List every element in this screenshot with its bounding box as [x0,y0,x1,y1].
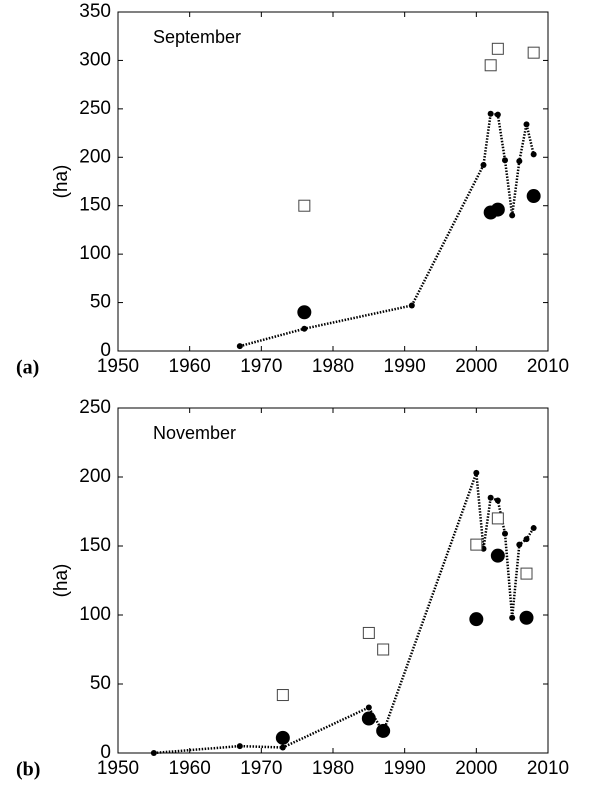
point [527,46,540,59]
point [470,538,483,551]
point [487,110,494,117]
x-tick-label: 1950 [97,758,139,779]
plot-frame [117,407,549,754]
y-tick-label: 150 [79,535,111,556]
point [519,610,534,625]
point [279,744,286,751]
point [490,548,505,563]
x-tick-label: 1980 [312,758,354,779]
y-tick-label: 50 [90,673,111,694]
point [523,536,530,543]
chart-title: September [153,27,241,47]
chart-title: November [153,423,236,443]
x-tick-label: 2000 [455,356,497,377]
series-line [153,472,535,755]
point [473,469,480,476]
point [365,704,372,711]
y-tick-label: 200 [79,146,111,167]
point [502,530,508,537]
series-line [239,112,535,348]
y-tick-label: 350 [79,1,111,22]
y-tick-label: 0 [100,340,111,361]
x-tick-label: 1960 [169,758,211,779]
y-axis-label: (ha) [51,165,72,199]
point [494,497,501,504]
point [236,743,243,750]
y-tick-label: 0 [100,742,111,763]
point [502,157,508,164]
point [530,525,537,532]
point [236,343,243,350]
point [361,711,376,726]
x-tick-label: 1990 [384,356,426,377]
point [469,612,484,627]
point [491,42,504,55]
point [530,151,537,158]
x-tick-label: 2010 [527,356,569,377]
y-tick-label: 250 [79,98,111,119]
x-tick-label: 2000 [455,758,497,779]
plot-frame [117,11,549,352]
point [494,111,501,118]
point [491,512,504,525]
point [526,189,541,204]
y-tick-label: 100 [79,243,111,264]
point [362,626,375,639]
point [516,158,523,165]
point [377,643,390,656]
panel-label: (b) [16,759,40,781]
x-tick-label: 1970 [240,758,282,779]
point [150,750,157,756]
point [523,121,530,128]
point [509,212,516,219]
y-tick-label: 200 [79,466,111,487]
y-tick-label: 250 [79,397,111,418]
point [297,305,312,320]
x-tick-label: 1990 [384,758,426,779]
y-tick-label: 150 [79,195,111,216]
y-axis-label: (ha) [51,564,72,598]
point [520,567,533,580]
point [408,302,415,309]
point [487,494,494,501]
x-tick-label: 1960 [169,356,211,377]
panel-label: (a) [16,357,39,379]
point [298,199,311,212]
x-tick-label: 1950 [97,356,139,377]
point [275,730,290,745]
y-tick-label: 300 [79,49,111,70]
x-tick-label: 2010 [527,758,569,779]
point [484,59,497,72]
point [509,614,516,621]
y-tick-label: 100 [79,604,111,625]
point [480,162,487,169]
x-tick-label: 1970 [240,356,282,377]
y-tick-label: 50 [90,292,111,313]
point [276,689,289,702]
point [516,541,523,548]
point [376,723,391,738]
x-tick-label: 1980 [312,356,354,377]
point [490,202,505,217]
point [301,325,308,332]
